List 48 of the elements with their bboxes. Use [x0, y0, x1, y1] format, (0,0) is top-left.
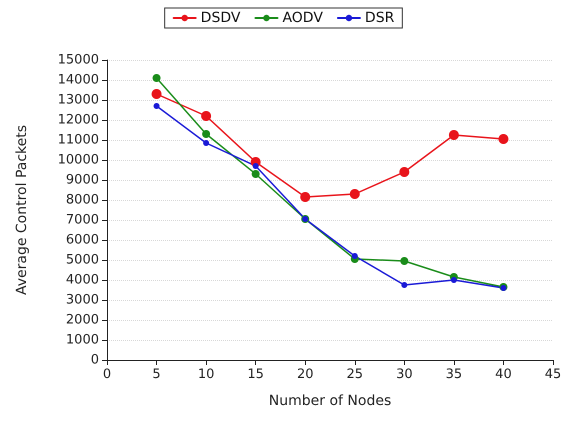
point [448, 130, 459, 140]
y-tick-label: 6000 [66, 232, 99, 248]
y-tick-label: 4000 [66, 272, 99, 288]
point [399, 167, 410, 177]
x-tick-label: 25 [346, 367, 364, 382]
y-tick-label: 8000 [66, 192, 99, 208]
x-tick-label: 5 [152, 367, 161, 382]
y-tick-label: 13000 [58, 92, 99, 108]
point [450, 277, 457, 283]
point [352, 253, 358, 259]
x-tick-label: 0 [102, 367, 112, 382]
point [202, 130, 210, 138]
legend-label: DSR [364, 10, 395, 26]
point [350, 189, 360, 199]
point [201, 111, 212, 121]
y-tick-label: 5000 [66, 252, 99, 268]
y-tick-label: 9000 [66, 172, 99, 188]
point [300, 192, 310, 202]
x-tick-label: 45 [544, 367, 562, 382]
y-tick-label: 7000 [66, 212, 99, 228]
legend-label: AODV [282, 10, 324, 26]
y-tick-label: 3000 [66, 292, 99, 308]
x-tick-label: 40 [495, 367, 512, 382]
y-axis-title: Average Control Packets [14, 124, 30, 296]
point [152, 74, 161, 82]
y-tick-label: 11000 [58, 132, 99, 148]
y-tick-label: 15000 [58, 52, 99, 68]
point [252, 170, 260, 178]
x-axis-title: Number of Nodes [268, 393, 392, 409]
x-tick-label: 35 [446, 367, 462, 382]
x-tick-label: 20 [296, 367, 314, 382]
y-tick-label: 10000 [58, 152, 99, 168]
point [401, 282, 408, 288]
legend-label: DSDV [200, 10, 241, 26]
x-tick-label: 15 [247, 367, 264, 382]
y-tick-label: 2000 [66, 312, 99, 328]
y-tick-label: 14000 [58, 72, 99, 88]
point [252, 163, 259, 169]
point [154, 103, 160, 109]
point [203, 140, 210, 146]
y-tick-label: 12000 [58, 112, 99, 128]
point [400, 257, 408, 265]
x-tick-label: 30 [396, 367, 413, 382]
point [498, 134, 508, 144]
x-tick-label: 10 [198, 367, 214, 382]
y-tick-label: 1000 [66, 332, 99, 348]
point [152, 89, 162, 99]
y-tick-label: 0 [90, 352, 99, 368]
